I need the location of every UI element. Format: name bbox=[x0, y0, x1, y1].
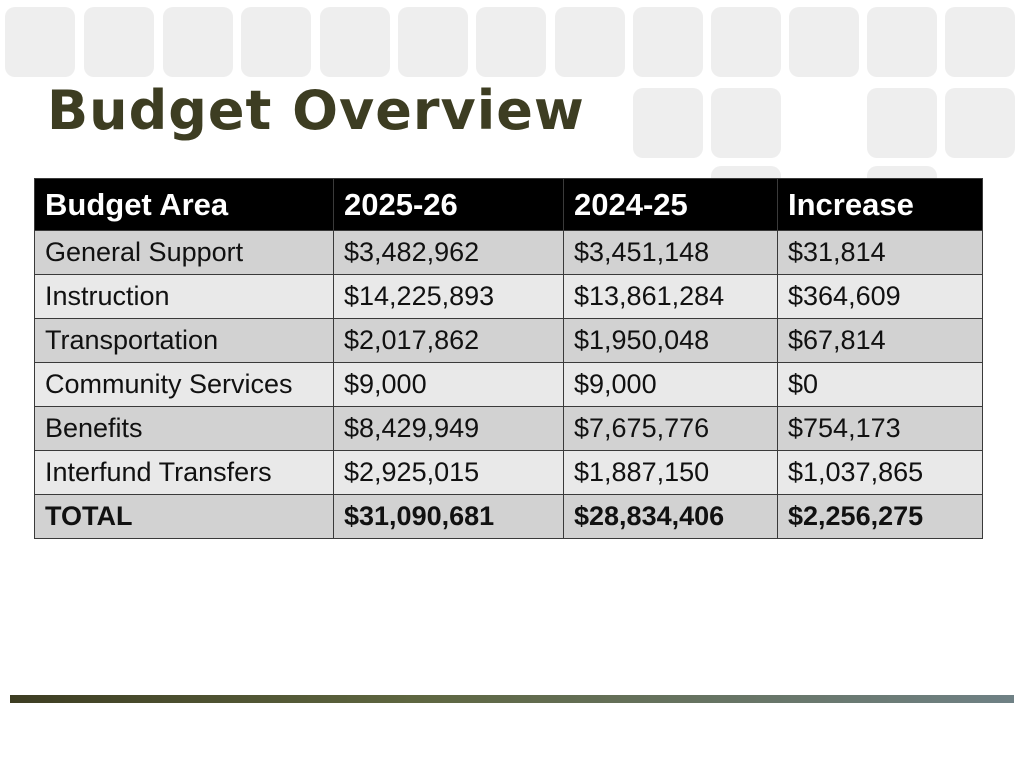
background-tile bbox=[241, 7, 311, 77]
amount-2024-25-cell: $1,887,150 bbox=[563, 450, 778, 495]
amount-2025-26-cell: $9,000 bbox=[333, 362, 564, 407]
budget-area-cell: Transportation bbox=[34, 318, 334, 363]
budget-area-cell: Community Services bbox=[34, 362, 334, 407]
background-tile bbox=[476, 7, 546, 77]
table-row: Community Services $9,000 $9,000 $0 bbox=[34, 362, 983, 407]
table-row: Benefits $8,429,949 $7,675,776 $754,173 bbox=[34, 406, 983, 451]
background-tile bbox=[945, 7, 1015, 77]
amount-2024-25-cell: $1,950,048 bbox=[563, 318, 778, 363]
background-tile bbox=[5, 7, 75, 77]
table-total-row: TOTAL $31,090,681 $28,834,406 $2,256,275 bbox=[34, 494, 983, 539]
footer-divider-bar bbox=[10, 695, 1014, 703]
background-tile bbox=[945, 88, 1015, 158]
amount-2024-25-cell: $9,000 bbox=[563, 362, 778, 407]
total-2025-26-cell: $31,090,681 bbox=[333, 494, 564, 539]
table-row: Transportation $2,017,862 $1,950,048 $67… bbox=[34, 318, 983, 363]
increase-cell: $364,609 bbox=[777, 274, 983, 319]
decorative-tile-background bbox=[0, 0, 1024, 236]
total-increase-cell: $2,256,275 bbox=[777, 494, 983, 539]
amount-2025-26-cell: $2,017,862 bbox=[333, 318, 564, 363]
increase-cell: $1,037,865 bbox=[777, 450, 983, 495]
budget-area-cell: General Support bbox=[34, 230, 334, 275]
amount-2024-25-cell: $13,861,284 bbox=[563, 274, 778, 319]
amount-2025-26-cell: $8,429,949 bbox=[333, 406, 564, 451]
background-tile bbox=[398, 7, 468, 77]
background-tile bbox=[84, 7, 154, 77]
amount-2024-25-cell: $3,451,148 bbox=[563, 230, 778, 275]
background-tile bbox=[867, 7, 937, 77]
amount-2025-26-cell: $14,225,893 bbox=[333, 274, 564, 319]
amount-2024-25-cell: $7,675,776 bbox=[563, 406, 778, 451]
background-tile bbox=[633, 88, 703, 158]
background-tile bbox=[163, 7, 233, 77]
column-header-2025-26: 2025-26 bbox=[333, 178, 564, 231]
background-tile bbox=[633, 7, 703, 77]
background-tile bbox=[867, 88, 937, 158]
increase-cell: $67,814 bbox=[777, 318, 983, 363]
increase-cell: $754,173 bbox=[777, 406, 983, 451]
amount-2025-26-cell: $2,925,015 bbox=[333, 450, 564, 495]
budget-area-cell: Instruction bbox=[34, 274, 334, 319]
column-header-budget-area: Budget Area bbox=[34, 178, 334, 231]
table-row: Interfund Transfers $2,925,015 $1,887,15… bbox=[34, 450, 983, 495]
table-row: Instruction $14,225,893 $13,861,284 $364… bbox=[34, 274, 983, 319]
page-title: Budget Overview bbox=[47, 79, 585, 142]
budget-table: Budget Area 2025-26 2024-25 Increase Gen… bbox=[34, 178, 983, 539]
column-header-2024-25: 2024-25 bbox=[563, 178, 778, 231]
table-header-row: Budget Area 2025-26 2024-25 Increase bbox=[34, 178, 983, 231]
budget-area-cell: Benefits bbox=[34, 406, 334, 451]
table-row: General Support $3,482,962 $3,451,148 $3… bbox=[34, 230, 983, 275]
budget-area-cell: Interfund Transfers bbox=[34, 450, 334, 495]
total-2024-25-cell: $28,834,406 bbox=[563, 494, 778, 539]
background-tile bbox=[711, 88, 781, 158]
increase-cell: $31,814 bbox=[777, 230, 983, 275]
background-tile bbox=[320, 7, 390, 77]
background-tile bbox=[711, 7, 781, 77]
total-label-cell: TOTAL bbox=[34, 494, 334, 539]
background-tile bbox=[789, 7, 859, 77]
increase-cell: $0 bbox=[777, 362, 983, 407]
amount-2025-26-cell: $3,482,962 bbox=[333, 230, 564, 275]
background-tile bbox=[555, 7, 625, 77]
column-header-increase: Increase bbox=[777, 178, 983, 231]
